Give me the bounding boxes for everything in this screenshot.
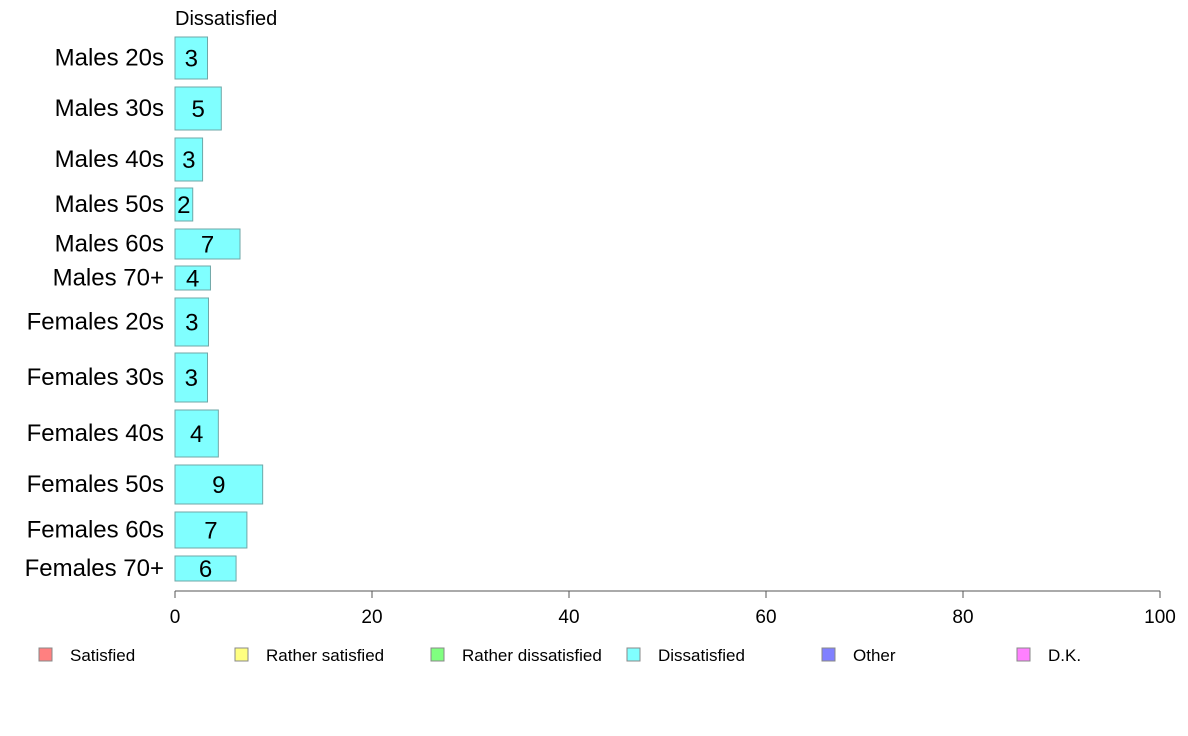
data-label: 7 (201, 232, 214, 259)
category-label: Males 30s (55, 95, 164, 122)
data-label: 4 (190, 421, 203, 448)
bar-6 (174, 297, 209, 347)
x-axis: 0 20 40 60 80 100 (170, 590, 1176, 628)
legend-swatch (430, 647, 445, 662)
bar-0 (174, 36, 209, 80)
x-tick-label: 0 (170, 607, 181, 628)
legend-swatch (38, 647, 53, 662)
bar-5 (174, 265, 211, 291)
bar-11 (174, 555, 237, 582)
x-tick-label: 40 (558, 607, 579, 628)
x-tick-label: 20 (361, 607, 382, 628)
category-label: Females 40s (27, 420, 164, 447)
legend-label: Other (853, 646, 896, 665)
bars-group: Males 20s 3 Males 30s 5 Males 40s 3 Males 50s 2… (25, 36, 264, 583)
bar-3 (174, 187, 194, 222)
data-label: 3 (185, 46, 198, 73)
category-label: Females 20s (27, 309, 164, 336)
legend-swatch (821, 647, 836, 662)
bar-8 (174, 409, 219, 458)
data-label: 7 (204, 518, 217, 545)
data-label: 9 (212, 472, 225, 499)
data-label: 3 (182, 147, 195, 174)
category-label: Males 60s (55, 231, 164, 258)
legend-label: Rather satisfied (266, 646, 384, 665)
x-tick-label: 80 (952, 607, 973, 628)
data-label: 5 (191, 96, 204, 123)
category-label: Females 60s (27, 517, 164, 544)
x-tick-label: 60 (755, 607, 776, 628)
legend-swatch (234, 647, 249, 662)
data-label: 3 (185, 365, 198, 392)
category-label: Females 50s (27, 471, 164, 498)
legend: Satisfied Rather satisfied Rather dissatis… (38, 646, 1081, 665)
bar-1 (174, 86, 222, 131)
legend-label: Rather dissatisfied (462, 646, 602, 665)
bar-2 (174, 137, 204, 182)
category-label: Males 40s (55, 146, 164, 173)
data-label: 2 (177, 192, 190, 219)
category-label: Males 70+ (53, 265, 164, 292)
data-label: 4 (186, 266, 199, 293)
bar-9 (174, 464, 264, 505)
x-tick-label: 100 (1144, 607, 1176, 628)
category-label: Males 50s (55, 191, 164, 218)
panel-title: Dissatisfied (175, 8, 277, 30)
category-label: Females 30s (27, 364, 164, 391)
category-label: Males 20s (55, 45, 164, 72)
bar-4 (174, 228, 241, 260)
data-label: 6 (199, 556, 212, 583)
data-label: 3 (185, 310, 198, 337)
legend-label: Satisfied (70, 646, 135, 665)
legend-label: D.K. (1048, 646, 1081, 665)
category-label: Females 70+ (25, 555, 164, 582)
legend-swatch (626, 647, 641, 662)
bar-7 (174, 352, 209, 403)
bar-10 (174, 511, 248, 549)
legend-swatch (1016, 647, 1031, 662)
legend-label: Dissatisfied (658, 646, 745, 665)
